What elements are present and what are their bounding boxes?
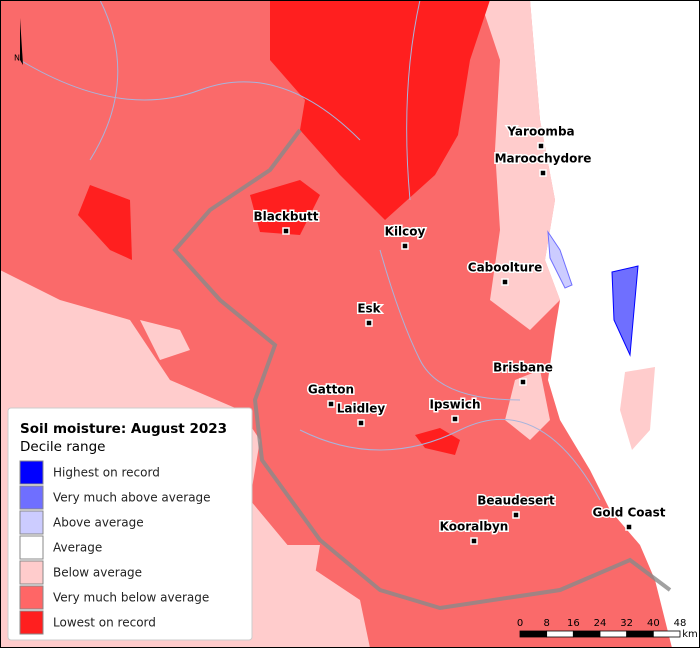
below-average-region (480, 0, 560, 330)
lowest-on-record-region (270, 0, 490, 220)
island (620, 367, 655, 450)
town-marker (282, 227, 290, 235)
legend-label: Very much below average (53, 591, 209, 605)
town-label: Laidley (337, 402, 386, 416)
legend-swatch (19, 560, 44, 585)
town-marker (470, 537, 478, 545)
legend-subtitle: Decile range (20, 439, 105, 455)
town-marker (451, 415, 459, 423)
scale-tick-label: 24 (594, 618, 607, 629)
town-label: Yaroomba (506, 125, 574, 139)
lowest-on-record-region (250, 180, 320, 235)
town-label: Blackbutt (253, 210, 318, 224)
ocean (530, 0, 700, 648)
town-marker (501, 278, 509, 286)
town-marker (519, 378, 527, 386)
town-label: Kilcoy (385, 225, 426, 239)
scale-tick-label: 40 (647, 618, 660, 629)
town-marker (512, 511, 520, 519)
legend-label: Above average (53, 516, 144, 530)
towns: Yaroomba Maroochydore Blackbutt Kilcoy C… (252, 123, 667, 545)
scale-tick-label: 16 (567, 618, 580, 629)
legend-label: Below average (53, 566, 142, 580)
legend-items: Highest on record Very much above average… (19, 460, 211, 635)
scale-tick-label: 32 (620, 618, 633, 629)
legend-swatch (19, 460, 44, 485)
range-boundary (172, 128, 672, 611)
legend-box (7, 407, 253, 641)
legend-swatch (19, 610, 44, 635)
town-marker (625, 523, 633, 531)
scale-segment (546, 630, 574, 638)
scale-tick-label: 8 (543, 618, 549, 629)
legend-swatch (19, 510, 44, 535)
town-label: Kooralbyn (440, 520, 509, 534)
town-label: Gatton (308, 383, 354, 397)
legend-label: Very much above average (53, 491, 211, 505)
town-marker (537, 142, 545, 150)
town-label: Gold Coast (592, 506, 665, 520)
legend-label: Lowest on record (53, 616, 156, 630)
north-arrow (20, 18, 23, 65)
scale-segment (626, 630, 654, 638)
legend-label: Highest on record (53, 466, 160, 480)
scale-segment (572, 630, 601, 638)
lowest-on-record-region (78, 185, 132, 260)
scale-segment (652, 630, 681, 638)
town-label: Brisbane (493, 361, 553, 375)
scale-segment (519, 630, 548, 638)
rivers (19, 0, 601, 501)
town-marker (539, 169, 547, 177)
legend-swatch (19, 585, 44, 610)
town-marker (401, 242, 409, 250)
legend-swatch (19, 485, 44, 510)
legend-label: Average (53, 541, 102, 555)
scale-unit: km (682, 629, 698, 640)
town-label: Beaudesert (477, 494, 555, 508)
town-label: Ipswich (429, 398, 480, 412)
legend-title: Soil moisture: August 2023 (20, 421, 227, 437)
town-marker (357, 419, 365, 427)
town-marker (327, 400, 335, 408)
town-label: Caboolture (468, 261, 542, 275)
below-average-region (55, 300, 320, 575)
town-marker (365, 319, 373, 327)
legend-swatch (19, 535, 44, 560)
town-label: Maroochydore (495, 152, 592, 166)
below-average-region (505, 370, 550, 440)
scale-segment (599, 630, 628, 638)
above-average-region (547, 230, 573, 289)
very-much-above-average-region (611, 265, 639, 357)
north-label: N (14, 54, 20, 63)
scale-tick-label: 0 (517, 618, 523, 629)
scale-tick-label: 48 (674, 618, 687, 629)
town-label: Esk (357, 302, 381, 316)
